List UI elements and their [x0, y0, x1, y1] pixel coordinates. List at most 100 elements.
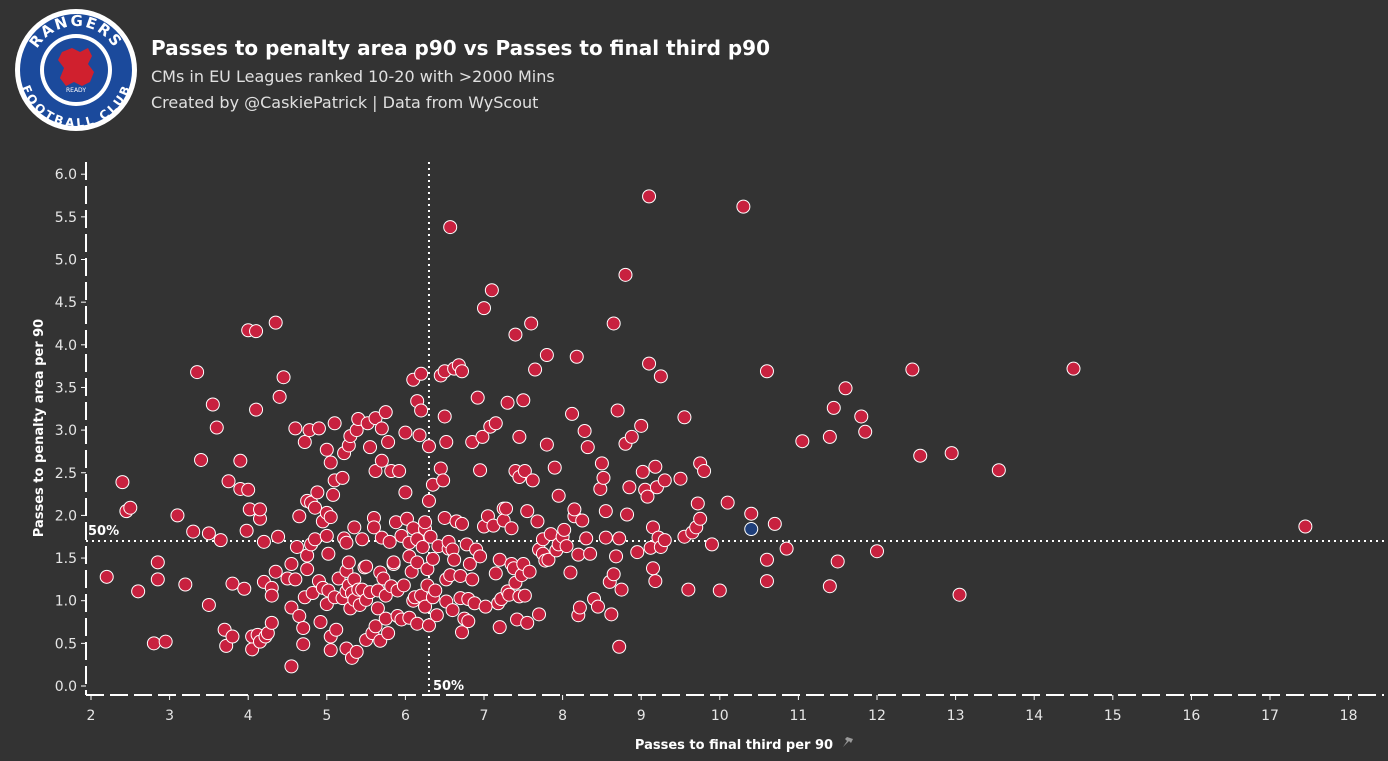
data-point: [421, 618, 436, 633]
data-point: [418, 515, 433, 530]
data-point: [767, 516, 782, 531]
data-point: [517, 588, 532, 603]
data-point: [598, 530, 613, 545]
data-point: [465, 572, 480, 587]
data-point: [759, 552, 774, 567]
data-point: [429, 608, 444, 623]
x-tick-label: 5: [322, 708, 331, 724]
data-point: [150, 572, 165, 587]
data-point: [308, 500, 323, 515]
data-point: [99, 569, 114, 584]
data-point: [421, 439, 436, 454]
data-point: [271, 529, 286, 544]
data-point: [618, 267, 633, 282]
data-point: [131, 584, 146, 599]
data-point: [392, 464, 407, 479]
data-point: [704, 537, 719, 552]
data-point: [635, 464, 650, 479]
logo-motto: READY: [66, 87, 86, 94]
y-axis-label: Passes to penalty area per 90: [32, 319, 47, 537]
x-tick-label: 16: [1182, 708, 1200, 724]
data-point: [620, 507, 635, 522]
data-point: [913, 448, 928, 463]
data-point: [492, 552, 507, 567]
data-point: [378, 611, 393, 626]
data-point: [477, 301, 491, 316]
data-point: [321, 546, 336, 561]
data-point: [634, 418, 649, 433]
data-point: [454, 516, 469, 531]
data-point: [319, 442, 334, 457]
data-point: [349, 644, 364, 659]
data-point: [170, 508, 185, 523]
data-point: [150, 555, 165, 570]
data-point: [462, 557, 477, 572]
data-point: [249, 324, 264, 339]
data-point: [779, 541, 794, 556]
data-point: [610, 403, 625, 418]
data-point: [563, 565, 578, 580]
data-point: [551, 488, 566, 503]
data-point: [268, 315, 283, 330]
data-point: [272, 389, 287, 404]
data-point: [445, 603, 460, 618]
data-point: [327, 416, 342, 431]
data-point: [539, 348, 554, 363]
data-point: [475, 429, 490, 444]
data-point: [596, 470, 611, 485]
x-tick-label: 13: [947, 708, 965, 724]
data-point: [572, 600, 587, 615]
data-point: [759, 574, 774, 589]
data-point: [276, 370, 291, 385]
data-point: [606, 316, 621, 331]
data-point: [528, 362, 543, 377]
data-point: [1066, 361, 1081, 376]
data-point: [213, 533, 228, 548]
data-point: [565, 406, 580, 421]
data-point: [905, 362, 920, 377]
data-point: [609, 549, 624, 564]
x-tick-label: 3: [165, 708, 174, 724]
x-tick-label: 14: [1025, 708, 1043, 724]
data-point: [323, 643, 338, 658]
data-point: [437, 510, 452, 525]
data-point: [583, 546, 598, 561]
y-tick-label: 3.5: [55, 380, 77, 396]
chart-title: Passes to penalty area p90 vs Passes to …: [151, 36, 770, 60]
data-point: [425, 551, 440, 566]
data-point: [237, 581, 252, 596]
data-point: [201, 526, 216, 541]
x-tick-label: 8: [558, 708, 567, 724]
data-point: [190, 365, 205, 380]
data-point: [830, 554, 845, 569]
data-point: [524, 316, 539, 331]
data-point: [292, 509, 307, 524]
data-point: [488, 566, 503, 581]
data-point: [614, 582, 629, 597]
data-point: [854, 409, 869, 424]
data-point: [381, 626, 396, 641]
data-point: [158, 634, 173, 649]
data-point: [1298, 519, 1313, 534]
data-point: [720, 495, 735, 510]
data-point: [264, 615, 279, 630]
data-point: [410, 555, 425, 570]
chart-credit: Created by @CaskiePatrick | Data from Wy…: [151, 93, 539, 112]
chart-subtitle: CMs in EU Leagues ranked 10-20 with >200…: [151, 67, 555, 86]
data-point: [657, 473, 672, 488]
data-point: [414, 403, 429, 418]
data-point: [288, 421, 303, 436]
x-axis-label: Passes to final third per 90: [635, 738, 833, 753]
data-point: [437, 409, 452, 424]
data-point: [123, 500, 138, 515]
data-point: [606, 567, 621, 582]
data-point: [642, 356, 657, 371]
data-point: [423, 529, 438, 544]
highlight-point: [744, 522, 759, 537]
data-point: [296, 620, 311, 635]
data-point: [517, 464, 532, 479]
data-point: [241, 482, 256, 497]
data-point: [284, 659, 299, 674]
data-point: [221, 474, 236, 489]
data-point: [368, 464, 383, 479]
